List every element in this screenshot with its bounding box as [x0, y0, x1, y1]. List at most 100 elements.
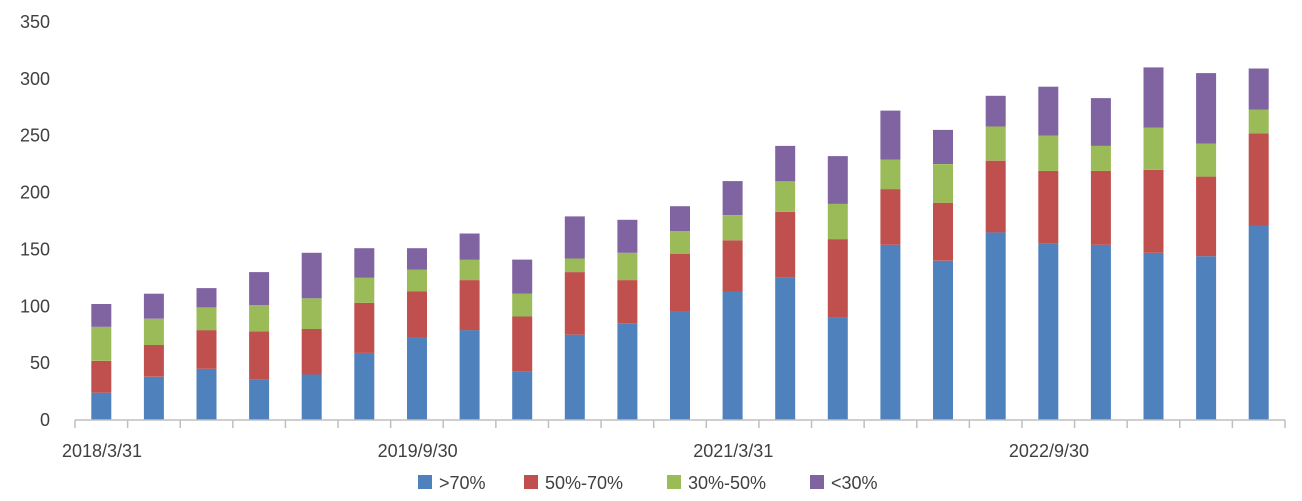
- bar-segment: [1143, 67, 1164, 128]
- bar-segment: [1038, 86, 1059, 136]
- bar-segment: [1196, 176, 1217, 257]
- bar-segment: [933, 260, 953, 421]
- bars: [91, 67, 1269, 421]
- bar-segment: [985, 126, 1006, 161]
- legend-swatch: [810, 475, 824, 489]
- bar-segment: [564, 334, 585, 420]
- bar-segment: [459, 280, 480, 331]
- bar-segment: [617, 252, 638, 281]
- bar-segment: [722, 181, 743, 216]
- bar-segment: [1090, 244, 1111, 420]
- bar-segment: [249, 272, 270, 306]
- bar-segment: [301, 329, 322, 375]
- bar-segment: [512, 371, 533, 420]
- bar-segment: [775, 277, 796, 420]
- bar-segment: [407, 269, 427, 292]
- bar-segment: [512, 316, 533, 372]
- bar-segment: [1196, 73, 1217, 144]
- y-tick-label: 350: [20, 12, 50, 32]
- bar-segment: [722, 215, 743, 241]
- bar-segment: [196, 288, 217, 308]
- bar-segment: [301, 298, 322, 329]
- bar-segment: [1248, 68, 1269, 110]
- legend-swatch: [524, 475, 538, 489]
- y-tick-label: 150: [20, 239, 50, 259]
- bar-segment: [617, 219, 638, 253]
- bar-segment: [91, 326, 112, 361]
- bar-segment: [459, 259, 480, 281]
- legend-label: 30%-50%: [688, 473, 766, 493]
- bar-segment: [880, 159, 901, 190]
- bar-segment: [1090, 145, 1111, 171]
- x-axis: 2018/3/31 2019/9/30 2021/3/31 2022/9/30: [62, 419, 1286, 461]
- bar-segment: [564, 258, 585, 273]
- bar-segment: [143, 318, 164, 345]
- y-tick-label: 100: [20, 296, 50, 316]
- bar-segment: [880, 110, 901, 160]
- bar-segment: [91, 392, 112, 420]
- bar-segment: [827, 317, 848, 420]
- bar-segment: [196, 307, 217, 331]
- y-axis: 0 50 100 150 200 250 300 350: [20, 12, 50, 430]
- bar-segment: [564, 216, 585, 259]
- bar-segment: [670, 231, 690, 254]
- bar-segment: [1248, 133, 1269, 226]
- bar-segment: [91, 360, 112, 393]
- x-tick-label: 2019/9/30: [378, 441, 458, 461]
- legend-label: 50%-70%: [545, 473, 623, 493]
- bar-segment: [459, 330, 480, 420]
- bar-segment: [1090, 170, 1111, 245]
- bar-segment: [196, 330, 217, 369]
- bar-segment: [775, 211, 796, 278]
- bar-segment: [670, 206, 690, 232]
- bar-segment: [1038, 135, 1059, 171]
- legend: >70% 50%-70% 30%-50% <30%: [418, 473, 878, 493]
- bar-segment: [933, 129, 953, 164]
- bar-segment: [1038, 170, 1059, 244]
- bar-segment: [985, 232, 1006, 420]
- bar-segment: [407, 337, 427, 420]
- bar-segment: [985, 95, 1006, 127]
- bar-segment: [827, 239, 848, 318]
- bar-segment: [1248, 225, 1269, 420]
- bar-segment: [512, 293, 533, 317]
- x-tick-label: 2022/9/30: [1009, 441, 1089, 461]
- bar-segment: [1143, 169, 1164, 253]
- bar-segment: [301, 252, 322, 299]
- bar-segment: [564, 272, 585, 335]
- legend-swatch: [667, 475, 681, 489]
- legend-swatch: [418, 475, 432, 489]
- bar-segment: [249, 331, 270, 380]
- legend-label: >70%: [439, 473, 486, 493]
- bar-segment: [407, 248, 427, 270]
- bar-segment: [354, 277, 375, 303]
- bar-segment: [301, 374, 322, 420]
- bar-segment: [91, 304, 112, 327]
- bar-segment: [249, 305, 270, 332]
- bar-segment: [459, 233, 480, 260]
- bar-segment: [670, 311, 690, 420]
- bar-segment: [196, 368, 217, 420]
- bar-segment: [722, 291, 743, 420]
- bar-segment: [880, 189, 901, 245]
- bar-segment: [933, 202, 953, 261]
- x-tick-label: 2018/3/31: [62, 441, 142, 461]
- x-tick-label: 2021/3/31: [693, 441, 773, 461]
- bar-segment: [775, 181, 796, 212]
- bar-segment: [512, 259, 533, 294]
- bar-segment: [1038, 243, 1059, 420]
- bar-segment: [1196, 256, 1217, 420]
- bar-segment: [407, 291, 427, 337]
- bar-segment: [1090, 98, 1111, 146]
- bar-segment: [143, 293, 164, 319]
- y-tick-label: 200: [20, 183, 50, 203]
- bar-segment: [354, 302, 375, 353]
- bar-segment: [1143, 127, 1164, 170]
- y-tick-label: 300: [20, 69, 50, 89]
- legend-label: <30%: [831, 473, 878, 493]
- y-tick-label: 50: [30, 353, 50, 373]
- bar-segment: [354, 248, 375, 278]
- bar-segment: [143, 376, 164, 420]
- bar-segment: [617, 280, 638, 324]
